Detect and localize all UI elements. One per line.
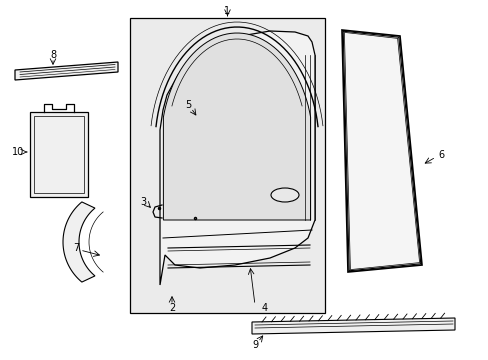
Text: 9: 9	[251, 340, 258, 350]
Text: 4: 4	[262, 303, 267, 313]
Text: 5: 5	[184, 100, 191, 110]
Text: 8: 8	[50, 50, 56, 60]
Text: 7: 7	[73, 243, 79, 253]
Polygon shape	[341, 30, 421, 272]
Bar	[130, 18, 325, 313]
Bar	[34, 116, 84, 193]
Ellipse shape	[270, 188, 298, 202]
Text: 3: 3	[140, 197, 146, 207]
Polygon shape	[163, 33, 310, 220]
Text: 10: 10	[12, 147, 24, 157]
Polygon shape	[160, 31, 314, 285]
Polygon shape	[251, 318, 454, 334]
Polygon shape	[15, 62, 118, 80]
Polygon shape	[63, 202, 95, 282]
Text: 2: 2	[168, 303, 175, 313]
Text: 6: 6	[437, 150, 443, 160]
Text: 1: 1	[224, 6, 230, 16]
Bar	[30, 112, 88, 197]
